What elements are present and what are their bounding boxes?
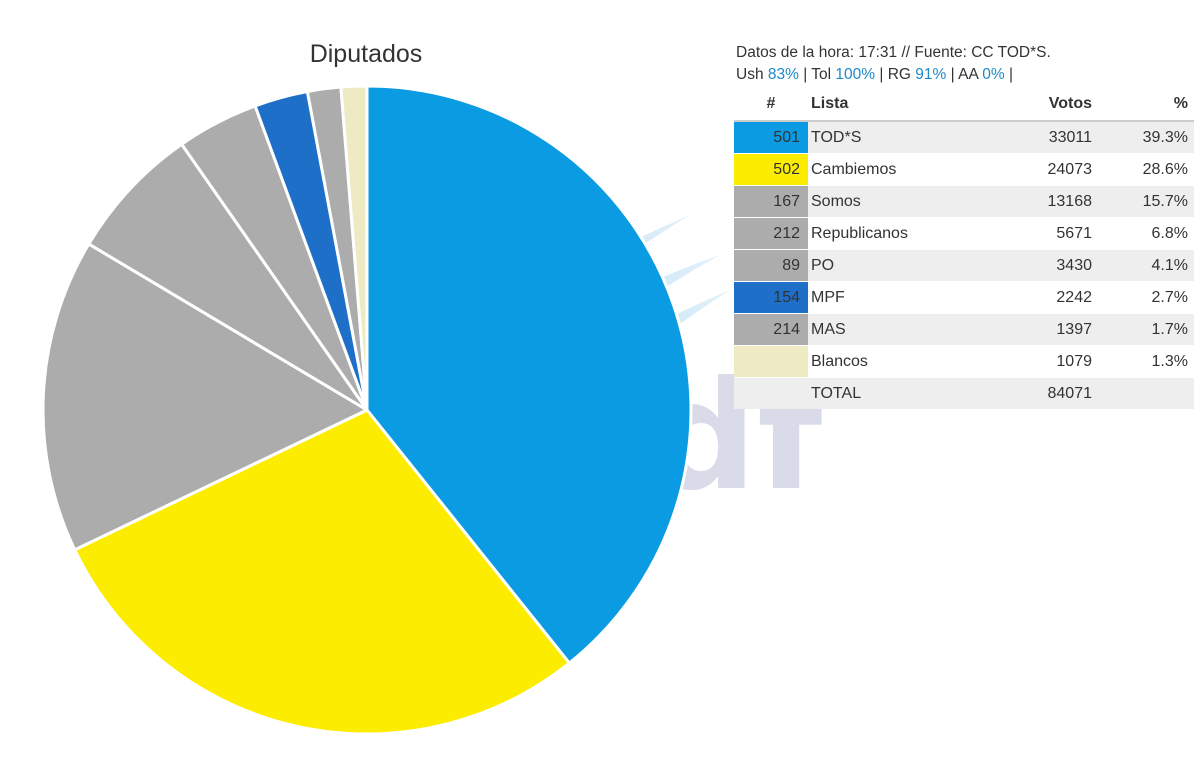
data-timestamp-source: Datos de la hora: 17:31 // Fuente: CC TO… — [736, 44, 1051, 61]
header-votes: Votos — [982, 88, 1098, 122]
list-name: Blancos — [808, 345, 982, 378]
table-row: 501 TOD*S 33011 39.3% — [734, 120, 1194, 154]
region-name: AA — [958, 66, 978, 83]
pie-slice-blancos — [339, 84, 369, 412]
pie-slice-republicanos — [87, 142, 369, 412]
list-name: MPF — [808, 281, 982, 314]
region-name: Ush — [736, 66, 764, 83]
total-votes: 84071 — [982, 377, 1098, 409]
list-name: Republicanos — [808, 217, 982, 250]
list-name: Cambiemos — [808, 153, 982, 186]
list-votes: 33011 — [982, 120, 1098, 154]
list-percent: 1.3% — [1098, 345, 1194, 378]
list-votes: 2242 — [982, 281, 1098, 314]
list-votes: 3430 — [982, 249, 1098, 282]
header-list: Lista — [808, 88, 982, 122]
list-votes: 1397 — [982, 313, 1098, 346]
list-percent: 6.8% — [1098, 217, 1194, 250]
region-name: Tol — [811, 66, 832, 83]
results-table: # Lista Votos % 501 TOD*S 33011 39.3% 502 Cam… — [734, 88, 1194, 409]
list-number — [734, 345, 808, 378]
table-row: 214 MAS 1397 1.7% — [734, 313, 1194, 346]
region-progress: Ush 83% | Tol 100% | RG 91% | AA 0% | — [736, 66, 1013, 83]
list-name: TOD*S — [808, 120, 982, 154]
table-row: 154 MPF 2242 2.7% — [734, 281, 1194, 314]
table-header-row: # Lista Votos % — [734, 88, 1194, 122]
list-name: Somos — [808, 185, 982, 218]
header-num: # — [734, 88, 808, 122]
region-value: 91% — [915, 66, 947, 83]
list-number: 212 — [734, 217, 808, 250]
table-row: Blancos 1079 1.3% — [734, 345, 1194, 378]
table-row: 89 PO 3430 4.1% — [734, 249, 1194, 282]
list-name: MAS — [808, 313, 982, 346]
data-source-info: Datos de la hora: 17:31 // Fuente: CC TO… — [736, 42, 1051, 86]
list-percent: 28.6% — [1098, 153, 1194, 186]
list-percent: 15.7% — [1098, 185, 1194, 218]
pie-chart — [41, 84, 693, 736]
list-name: PO — [808, 249, 982, 282]
chart-title: Diputados — [309, 40, 423, 68]
table-row: 502 Cambiemos 24073 28.6% — [734, 153, 1194, 186]
list-percent: 2.7% — [1098, 281, 1194, 314]
pie-slice-tod-s — [365, 84, 693, 665]
list-number: 214 — [734, 313, 808, 346]
list-number: 167 — [734, 185, 808, 218]
region-value: 83% — [767, 66, 799, 83]
list-percent: 39.3% — [1098, 120, 1194, 154]
table-row: 167 Somos 13168 15.7% — [734, 185, 1194, 218]
region-value: 100% — [835, 66, 876, 83]
list-votes: 13168 — [982, 185, 1098, 218]
list-votes: 5671 — [982, 217, 1098, 250]
pie-slice-somos — [41, 242, 369, 552]
list-percent: 4.1% — [1098, 249, 1194, 282]
region-value: 0% — [982, 66, 1005, 83]
list-number: 502 — [734, 153, 808, 186]
list-votes: 1079 — [982, 345, 1098, 378]
table-row: 212 Republicanos 5671 6.8% — [734, 217, 1194, 250]
total-label: TOTAL — [808, 377, 982, 409]
list-number: 501 — [734, 120, 808, 154]
total-row: TOTAL 84071 — [734, 377, 1194, 409]
list-number: 89 — [734, 249, 808, 282]
list-votes: 24073 — [982, 153, 1098, 186]
header-pct: % — [1098, 88, 1194, 122]
list-number: 154 — [734, 281, 808, 314]
list-percent: 1.7% — [1098, 313, 1194, 346]
region-name: RG — [887, 66, 911, 83]
